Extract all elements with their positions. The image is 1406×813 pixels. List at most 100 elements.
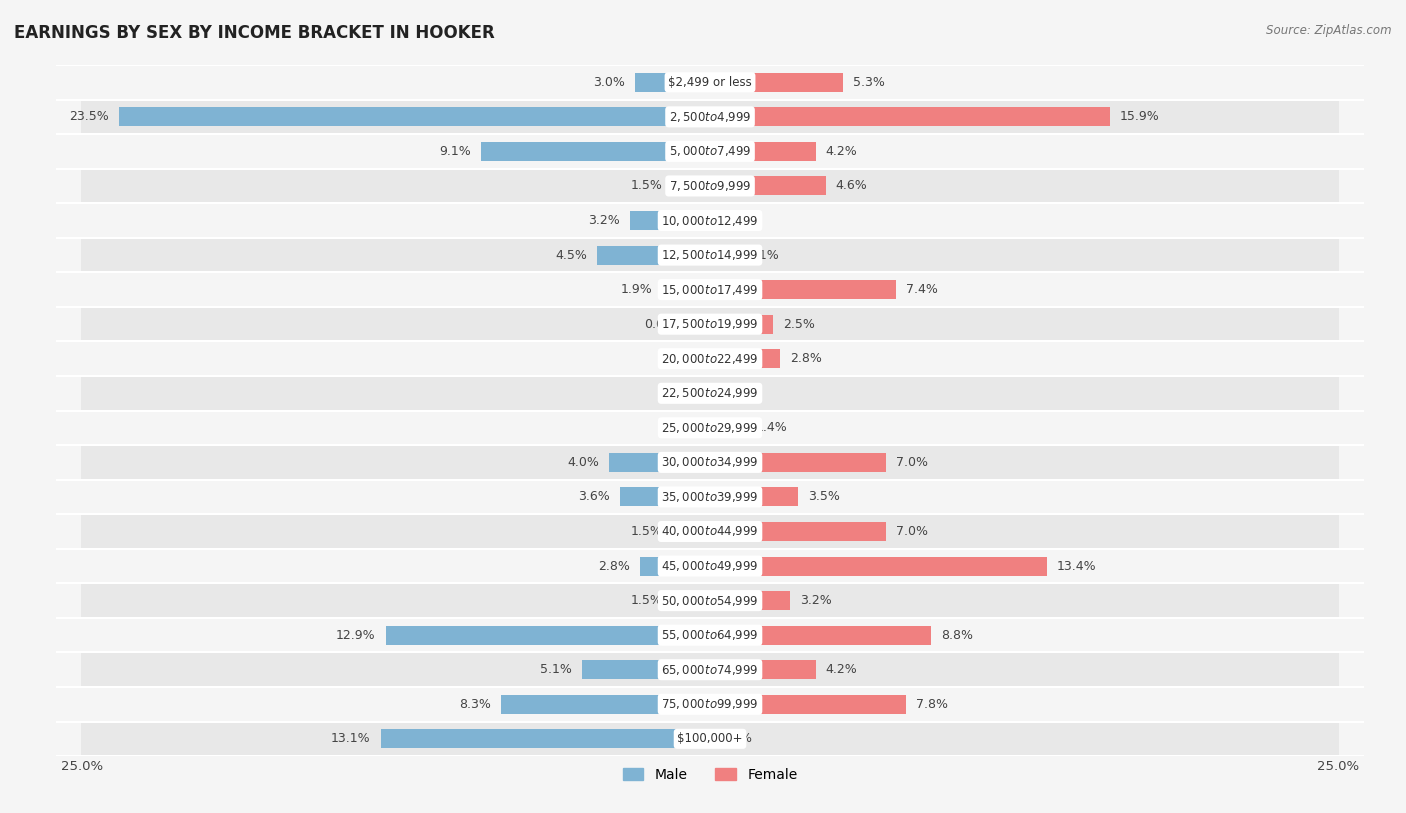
Bar (598, 246, 710, 264)
Text: 7.0%: 7.0% (896, 456, 928, 469)
Bar (710, 142, 815, 161)
Text: 8.3%: 8.3% (460, 698, 491, 711)
Text: 15.9%: 15.9% (1121, 111, 1160, 124)
Text: 5.3%: 5.3% (853, 76, 886, 89)
Bar (82, 722, 1339, 756)
Bar (710, 176, 825, 195)
Text: 0.0%: 0.0% (720, 214, 752, 227)
Bar (82, 169, 1339, 203)
Text: 23.5%: 23.5% (69, 111, 110, 124)
Text: 1.4%: 1.4% (755, 421, 787, 434)
Bar (710, 591, 790, 610)
Bar (710, 660, 815, 679)
Bar (672, 176, 710, 195)
Text: $5,000 to $7,499: $5,000 to $7,499 (669, 145, 751, 159)
Bar (710, 453, 886, 472)
Text: 7.8%: 7.8% (917, 698, 948, 711)
Bar (82, 65, 1339, 99)
Text: 4.6%: 4.6% (835, 180, 868, 193)
Text: $22,500 to $24,999: $22,500 to $24,999 (661, 386, 759, 400)
Bar (640, 557, 710, 576)
Text: 3.6%: 3.6% (578, 490, 609, 503)
Text: 0.64%: 0.64% (644, 318, 683, 331)
Bar (82, 652, 1339, 687)
Bar (82, 584, 1339, 618)
Bar (710, 488, 799, 506)
Bar (82, 687, 1339, 722)
Text: $45,000 to $49,999: $45,000 to $49,999 (661, 559, 759, 573)
Bar (710, 107, 1109, 126)
Text: 7.4%: 7.4% (905, 283, 938, 296)
Text: $2,500 to $4,999: $2,500 to $4,999 (669, 110, 751, 124)
Text: 1.9%: 1.9% (620, 283, 652, 296)
Text: $15,000 to $17,499: $15,000 to $17,499 (661, 283, 759, 297)
Text: $12,500 to $14,999: $12,500 to $14,999 (661, 248, 759, 262)
Text: 13.1%: 13.1% (330, 733, 371, 746)
Bar (481, 142, 710, 161)
Text: $10,000 to $12,499: $10,000 to $12,499 (661, 214, 759, 228)
Text: $65,000 to $74,999: $65,000 to $74,999 (661, 663, 759, 676)
Text: 7.0%: 7.0% (896, 525, 928, 538)
Text: $100,000+: $100,000+ (678, 733, 742, 746)
Bar (710, 73, 844, 92)
Bar (82, 411, 1339, 446)
Bar (82, 203, 1339, 237)
Text: 1.1%: 1.1% (748, 249, 779, 262)
Text: 1.5%: 1.5% (630, 525, 662, 538)
Text: 2.8%: 2.8% (790, 352, 823, 365)
Text: $30,000 to $34,999: $30,000 to $34,999 (661, 455, 759, 469)
Text: 3.2%: 3.2% (588, 214, 620, 227)
Text: 0.0%: 0.0% (720, 733, 752, 746)
Bar (82, 446, 1339, 480)
Text: $7,500 to $9,999: $7,500 to $9,999 (669, 179, 751, 193)
Text: $20,000 to $22,499: $20,000 to $22,499 (661, 352, 759, 366)
Text: 2.5%: 2.5% (783, 318, 815, 331)
Bar (609, 453, 710, 472)
Bar (710, 419, 745, 437)
Text: 0.0%: 0.0% (668, 387, 700, 400)
Bar (385, 626, 710, 645)
Text: 3.2%: 3.2% (800, 594, 832, 607)
Bar (82, 480, 1339, 515)
Bar (82, 307, 1339, 341)
Bar (82, 618, 1339, 652)
Bar (82, 99, 1339, 134)
Text: 5.1%: 5.1% (540, 663, 572, 676)
Text: 12.9%: 12.9% (336, 628, 375, 641)
Text: 0.0%: 0.0% (668, 352, 700, 365)
Text: 4.5%: 4.5% (555, 249, 586, 262)
Text: 0.0%: 0.0% (720, 387, 752, 400)
Bar (662, 280, 710, 299)
Legend: Male, Female: Male, Female (617, 762, 803, 787)
Text: $55,000 to $64,999: $55,000 to $64,999 (661, 628, 759, 642)
Text: 1.5%: 1.5% (630, 594, 662, 607)
Text: $2,499 or less: $2,499 or less (668, 76, 752, 89)
Bar (82, 237, 1339, 272)
Bar (82, 515, 1339, 549)
Text: 4.2%: 4.2% (825, 663, 858, 676)
Text: 4.0%: 4.0% (568, 456, 599, 469)
Text: EARNINGS BY SEX BY INCOME BRACKET IN HOOKER: EARNINGS BY SEX BY INCOME BRACKET IN HOO… (14, 24, 495, 42)
Bar (710, 557, 1047, 576)
Bar (82, 134, 1339, 169)
Bar (82, 341, 1339, 376)
Text: 8.8%: 8.8% (942, 628, 973, 641)
Bar (502, 695, 710, 714)
Text: $25,000 to $29,999: $25,000 to $29,999 (661, 421, 759, 435)
Text: 1.5%: 1.5% (630, 180, 662, 193)
Text: 13.4%: 13.4% (1057, 559, 1097, 572)
Text: $50,000 to $54,999: $50,000 to $54,999 (661, 593, 759, 607)
Bar (672, 522, 710, 541)
Text: 25.0%: 25.0% (1316, 759, 1358, 772)
Bar (82, 272, 1339, 307)
Bar (82, 549, 1339, 584)
Text: $35,000 to $39,999: $35,000 to $39,999 (661, 490, 759, 504)
Bar (634, 73, 710, 92)
Text: $40,000 to $44,999: $40,000 to $44,999 (661, 524, 759, 538)
Text: 25.0%: 25.0% (62, 759, 104, 772)
Bar (620, 488, 710, 506)
Bar (582, 660, 710, 679)
Bar (710, 522, 886, 541)
Bar (710, 695, 905, 714)
Text: 3.5%: 3.5% (808, 490, 839, 503)
